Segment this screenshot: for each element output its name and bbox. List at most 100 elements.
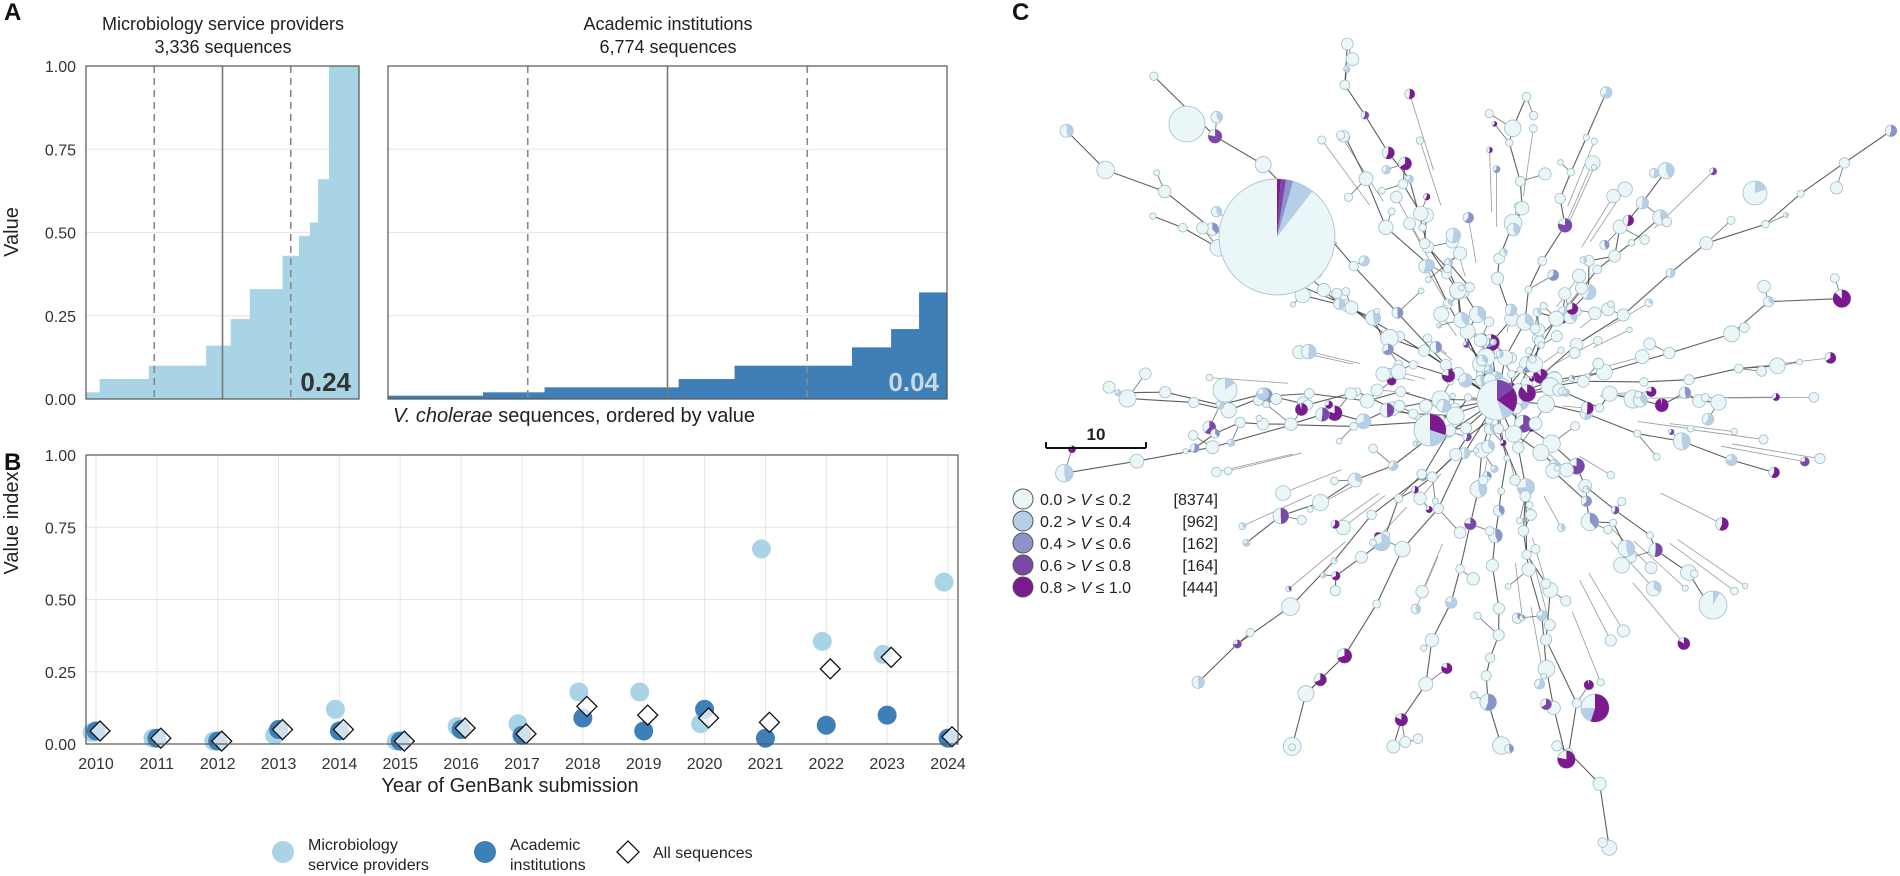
node-slice [1242,522,1246,529]
value-step-bar [891,329,920,399]
node-base [1689,569,1699,579]
node-base [1413,491,1427,506]
network-node [1490,464,1499,473]
node-base [1596,678,1605,687]
network-node [1832,289,1852,308]
network-edge [1428,264,1449,304]
legend-range-high: ≤ 1.0 [1091,580,1131,597]
node-base [1393,399,1406,412]
node-base [1505,425,1523,443]
node-base [1458,284,1465,292]
node-slice [1430,414,1446,435]
point-academic-2023 [877,705,897,725]
network-node [1516,313,1534,331]
node-base [1661,216,1672,228]
node-base [1627,239,1636,247]
network-node [1524,285,1533,294]
node-base [1485,558,1499,572]
panel-b-xtick-label: 2013 [261,756,297,773]
network-node [1652,452,1661,461]
node-slice [1225,378,1235,390]
network-node [1571,698,1582,709]
point-all-2011 [149,727,172,750]
node-base [1512,441,1525,454]
node-base [1484,526,1495,536]
network-edge [1567,141,1595,207]
legend-range-low: 0.0 > [1040,492,1080,509]
node-base [1478,475,1489,486]
network-node [1633,429,1642,438]
panel-a-yticks: 0.00 0.25 0.50 0.75 1.00 [45,59,76,409]
node-base [1700,393,1710,403]
node-base [1159,386,1172,399]
node-base [1571,698,1582,709]
network-node [1591,164,1598,171]
network-node [1683,374,1695,386]
network-edge [1669,423,1735,432]
node-slice [1498,505,1505,516]
network-edge [1643,379,1690,383]
network-edge [1437,452,1465,509]
network-node [1379,402,1395,418]
network-node [1373,307,1381,315]
network-edge [1622,272,1671,316]
network-node [1613,556,1630,574]
point-all-2023 [880,646,903,669]
network-node [1771,392,1781,402]
network-node [1558,287,1572,301]
panel-a-ytick-label: 0.75 [45,142,76,159]
node-base [1399,736,1412,748]
node-slice [1655,398,1669,412]
network-edge [1528,569,1543,616]
network-node [1315,407,1330,422]
node-slice [1666,162,1675,179]
node-base [1525,509,1537,521]
network-edge [1571,611,1601,683]
network-node [1289,301,1296,308]
node-base [1537,255,1548,266]
network-node [1575,281,1588,295]
network-node [1525,501,1534,509]
legend-label-0: Microbiology service providers [308,837,429,874]
network-edge [1308,351,1361,365]
panel-b-ytick-label: 0.75 [45,520,76,537]
network-node [1210,111,1223,124]
node-base [1730,586,1739,596]
node-base [1408,408,1419,419]
network-node [1067,445,1077,454]
node-slice [1626,540,1635,557]
network-node [1331,287,1343,299]
point-all-2022 [819,657,842,680]
node-base [1570,421,1580,432]
node-base [1386,739,1401,754]
network-node [1559,462,1574,478]
network-node [1368,443,1378,454]
legend-variable: V [1080,492,1092,509]
legend-range-high: ≤ 0.4 [1091,514,1131,531]
network-node [1768,466,1780,479]
node-slice [1800,457,1810,467]
value-step-bar [678,379,736,399]
network-node [1284,417,1298,431]
point-microbiology-2021 [751,539,771,559]
network-node [1528,110,1539,121]
node-slice [1500,439,1507,446]
network-node [1601,385,1618,402]
panel-b-frame [85,454,959,745]
network-node [1431,497,1439,505]
node-base [1560,595,1572,607]
node-base [1335,437,1343,445]
node-base [1548,310,1565,327]
legend-variable: V [1080,580,1092,597]
network-node [1830,273,1840,283]
network-node [1397,178,1409,190]
network-node [1540,633,1553,646]
network-node [1449,281,1467,300]
node-base [1606,470,1615,480]
node-base [1296,514,1307,525]
network-edge [1588,572,1624,632]
network-node [1343,65,1351,73]
network-node [1344,387,1358,401]
network-node [1281,597,1300,616]
network-node [1610,505,1620,515]
